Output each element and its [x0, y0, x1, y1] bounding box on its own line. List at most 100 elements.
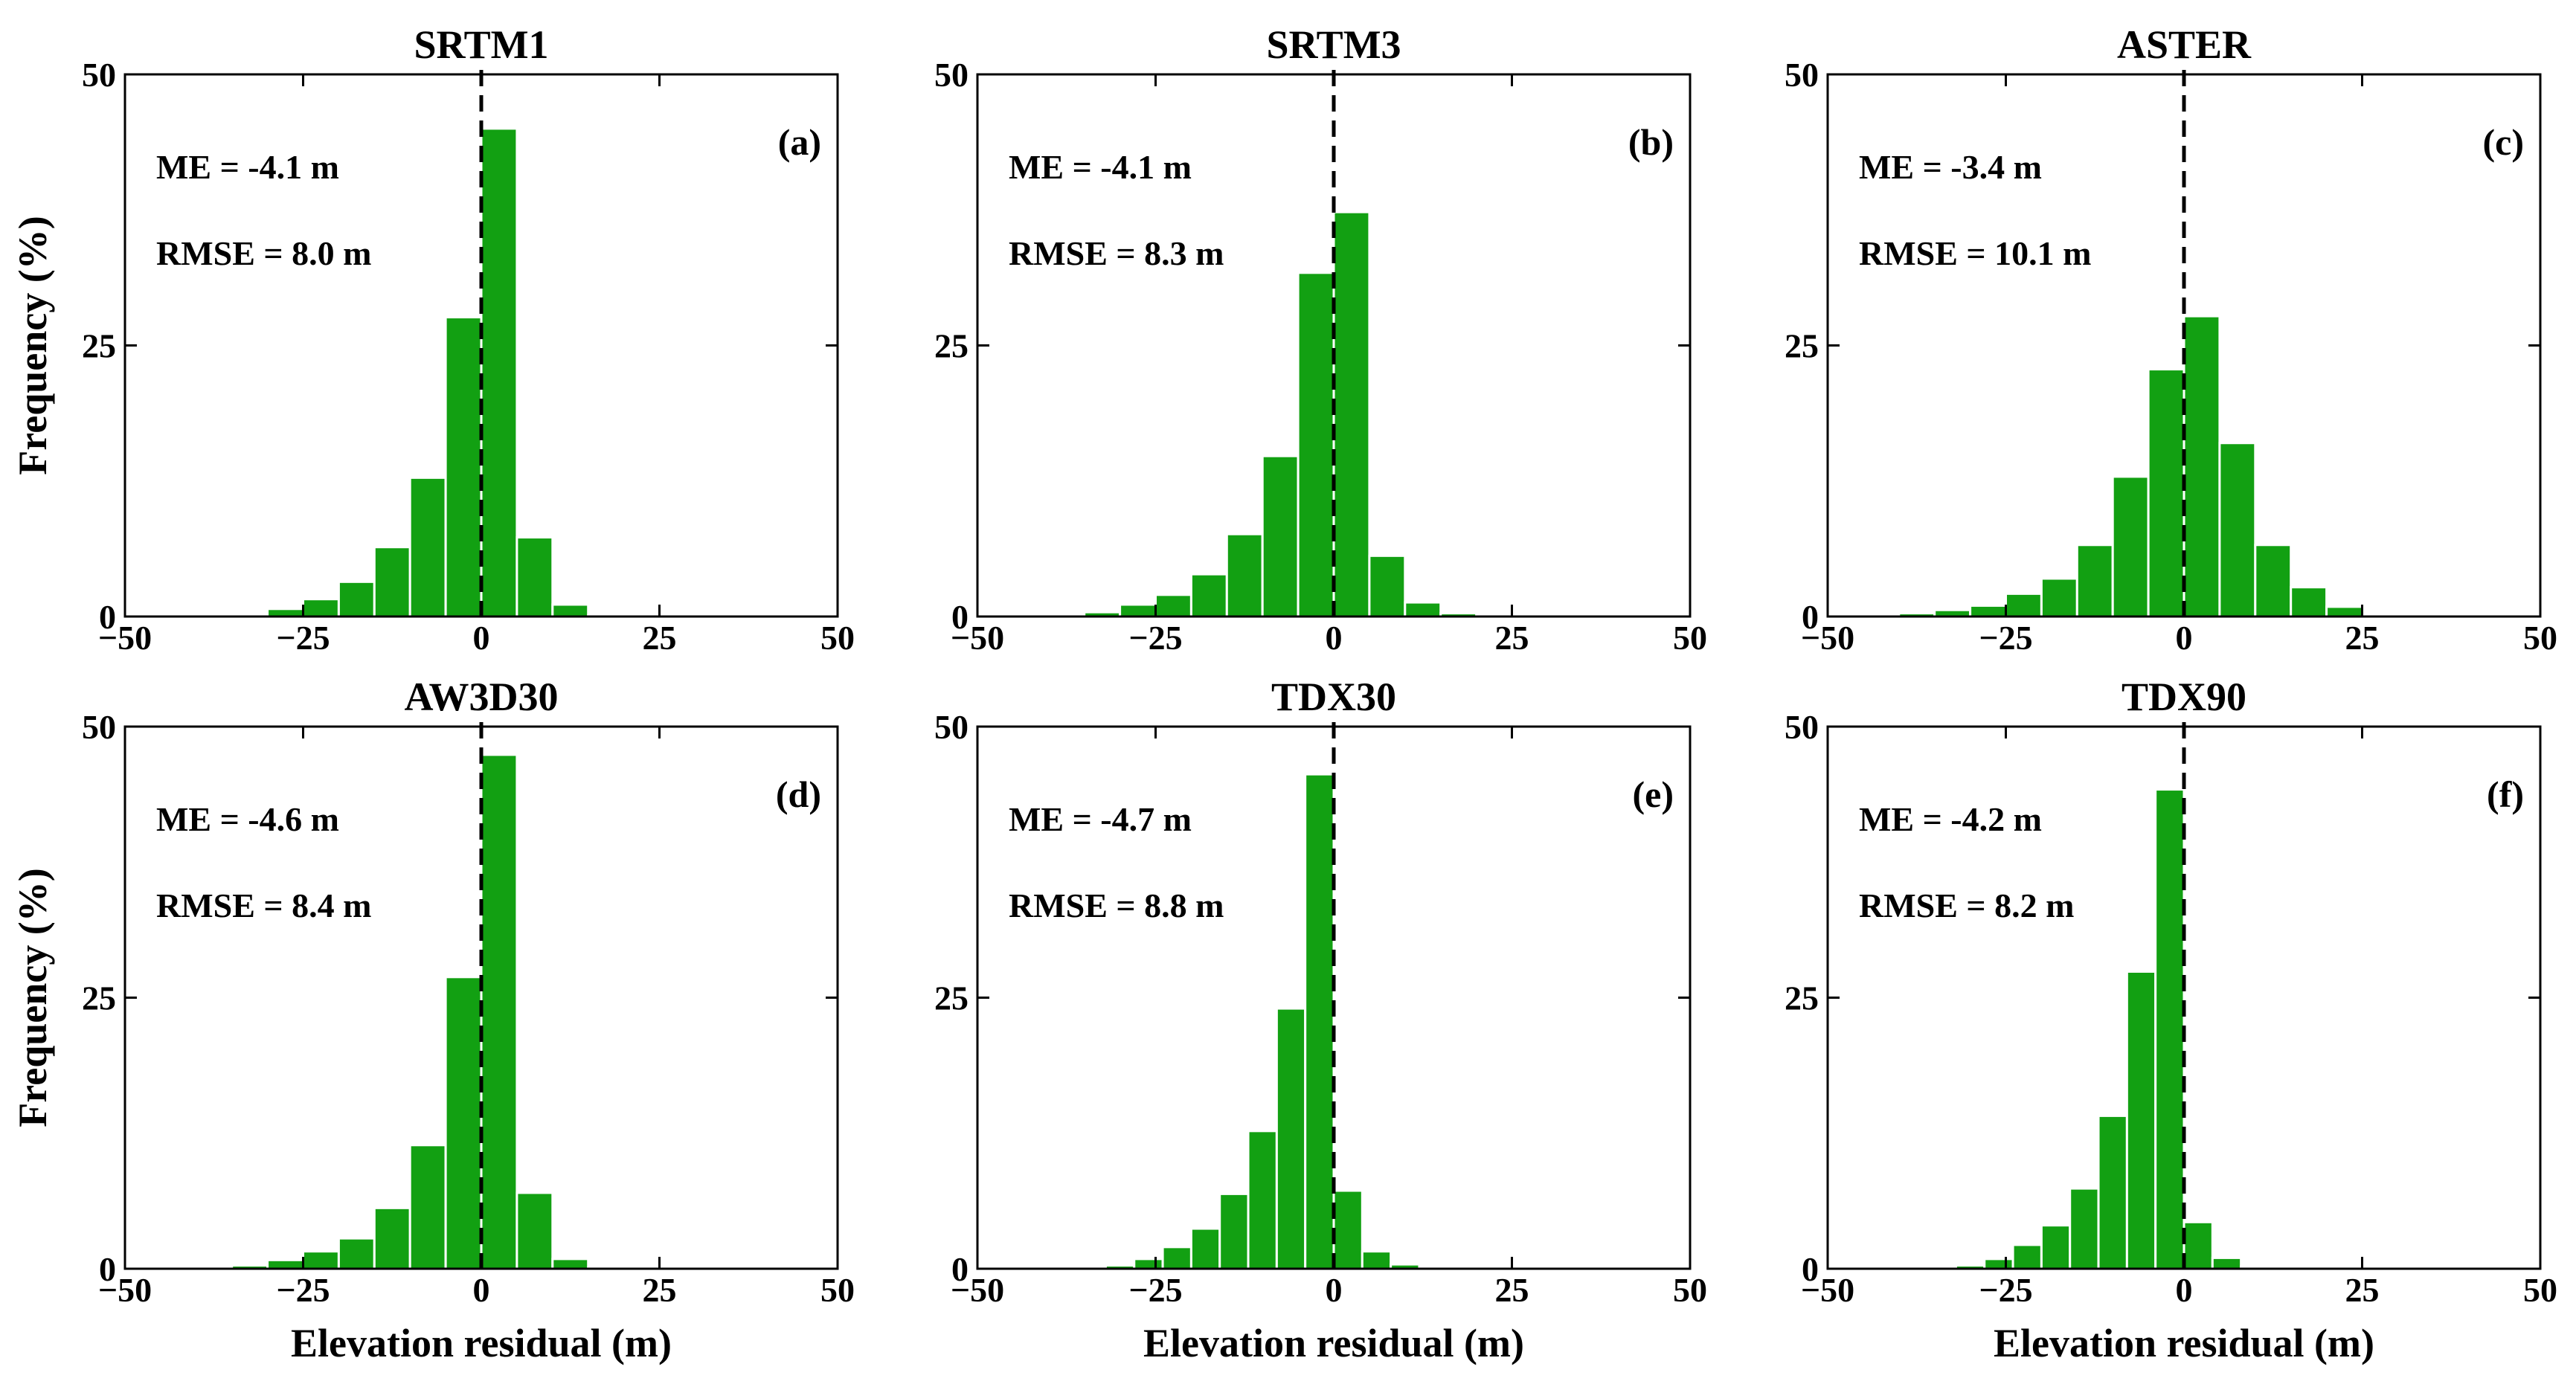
histogram-bar	[1119, 603, 1157, 618]
panel-letter: (b)	[1628, 121, 1674, 163]
histogram-bar	[2325, 605, 2364, 618]
panel-letter: (d)	[776, 773, 821, 815]
histogram-bar	[2147, 368, 2185, 618]
histogram-bar	[515, 536, 554, 618]
x-tick-label: −50	[98, 619, 152, 657]
panel-letter: (e)	[1633, 773, 1674, 815]
y-tick-label: 25	[82, 979, 116, 1017]
histogram-bar	[1969, 604, 2008, 618]
histogram-bar	[1261, 454, 1300, 618]
y-tick-label: 25	[82, 327, 116, 365]
x-axis-title: Elevation residual (m)	[1994, 1321, 2374, 1365]
x-tick-label: −50	[1801, 619, 1854, 657]
x-tick-label: 25	[1495, 1271, 1529, 1309]
y-tick-label: 0	[951, 1250, 969, 1288]
x-tick-label: 0	[2176, 619, 2193, 657]
y-tick-label: 0	[1802, 598, 1819, 636]
mean-error-label: ME = -4.7 m	[1009, 800, 1192, 838]
histogram-bar	[1247, 1130, 1278, 1270]
histogram-bar	[373, 546, 411, 618]
rmse-label: RMSE = 8.8 m	[1009, 886, 1224, 924]
histogram-bar	[408, 1144, 447, 1270]
panel-title: TDX90	[2121, 675, 2246, 719]
y-tick-label: 50	[82, 56, 116, 94]
x-tick-label: 50	[820, 619, 855, 657]
x-tick-label: −50	[951, 1271, 1004, 1309]
x-tick-label: 25	[1495, 619, 1529, 657]
mean-error-label: ME = -4.1 m	[156, 148, 339, 186]
x-tick-label: −50	[951, 619, 1004, 657]
panel-letter: (f)	[2487, 773, 2524, 815]
histogram-bar	[337, 1237, 376, 1270]
histogram-bar	[1297, 271, 1335, 618]
y-tick-label: 50	[1785, 708, 1819, 746]
chart-panel-6: −50 −25 0 25 50 0 25 50 TDX90 ME = -4.2 m RMSE = 8…	[1785, 675, 2557, 1365]
histogram-bar	[1133, 1258, 1164, 1270]
panel-letter: (a)	[778, 121, 821, 163]
histogram-bar	[2154, 788, 2185, 1270]
histogram-bar	[2211, 1256, 2243, 1270]
y-tick-label: 25	[934, 979, 969, 1017]
histogram-bar	[408, 476, 447, 618]
histogram-bar	[551, 603, 590, 618]
x-tick-label: 50	[820, 1271, 855, 1309]
histogram-bar	[1304, 773, 1335, 1270]
histogram-bar	[2111, 475, 2150, 618]
histogram-bar	[2040, 1224, 2072, 1270]
y-tick-label: 50	[82, 708, 116, 746]
histogram-bar	[1368, 554, 1407, 618]
histogram-bar	[480, 753, 518, 1270]
histogram-bar	[1983, 1258, 2014, 1270]
histogram-bar	[1361, 1250, 1393, 1270]
x-tick-label: −50	[1801, 1271, 1854, 1309]
y-tick-label: 50	[934, 56, 969, 94]
x-tick-label: −25	[1128, 619, 1182, 657]
rmse-label: RMSE = 10.1 m	[1859, 234, 2091, 272]
histogram-bar	[2069, 1187, 2100, 1270]
y-tick-label: 0	[1802, 1250, 1819, 1288]
histogram-bar	[1189, 573, 1228, 618]
histogram-bar	[515, 1191, 554, 1270]
chart-panel-3: −50 −25 0 25 50 0 25 50 ASTER ME = -3.4 m RMSE = 1…	[1785, 22, 2557, 657]
chart-panel-1: −50 −25 0 25 50 0 25 50 SRTM1 ME = -4.1 m RMSE = 8…	[10, 22, 855, 657]
x-tick-label: 50	[1673, 619, 1707, 657]
x-tick-label: 0	[1326, 619, 1343, 657]
y-tick-label: 50	[1785, 56, 1819, 94]
panel-title: ASTER	[2117, 22, 2252, 67]
chart-panel-5: −50 −25 0 25 50 0 25 50 TDX30 ME = -4.7 m RMSE = 8…	[934, 675, 1707, 1365]
y-axis-title: Frequency (%)	[10, 868, 55, 1127]
histogram-bar	[2254, 544, 2293, 618]
histogram-bar	[1275, 1007, 1307, 1270]
panel-letter: (c)	[2483, 121, 2525, 163]
x-axis-title: Elevation residual (m)	[291, 1321, 672, 1365]
histogram-bar	[2040, 577, 2078, 618]
rmse-label: RMSE = 8.4 m	[156, 886, 371, 924]
histogram-bar	[302, 1250, 340, 1270]
panel-title: TDX30	[1271, 675, 1396, 719]
histogram-bar	[2097, 1114, 2128, 1270]
y-tick-label: 25	[1785, 979, 1819, 1017]
histogram-bar	[1161, 1246, 1192, 1270]
histogram-bar	[337, 580, 376, 618]
histogram-bar	[444, 976, 483, 1270]
histogram-bar	[1154, 593, 1192, 618]
x-tick-label: −25	[1979, 619, 2032, 657]
y-tick-label: 50	[934, 708, 969, 746]
histogram-bar	[551, 1258, 590, 1270]
rmse-label: RMSE = 8.3 m	[1009, 234, 1224, 272]
x-tick-label: −25	[1979, 1271, 2032, 1309]
histogram-bar	[2182, 1220, 2214, 1270]
panel-title: SRTM1	[414, 22, 548, 67]
mean-error-label: ME = -4.6 m	[156, 800, 339, 838]
histogram-bar	[1189, 1227, 1221, 1270]
y-tick-label: 25	[1785, 327, 1819, 365]
rmse-label: RMSE = 8.2 m	[1859, 886, 2074, 924]
histogram-bar	[1404, 601, 1442, 618]
panel-title: AW3D30	[404, 675, 558, 719]
y-tick-label: 25	[934, 327, 969, 365]
x-tick-label: 25	[643, 1271, 677, 1309]
histogram-bar	[2125, 971, 2157, 1270]
histogram-bar	[1332, 210, 1371, 618]
mean-error-label: ME = -3.4 m	[1859, 148, 2042, 186]
chart-panel-2: −50 −25 0 25 50 0 25 50 SRTM3 ME = -4.1 m RMSE = 8…	[934, 22, 1707, 657]
